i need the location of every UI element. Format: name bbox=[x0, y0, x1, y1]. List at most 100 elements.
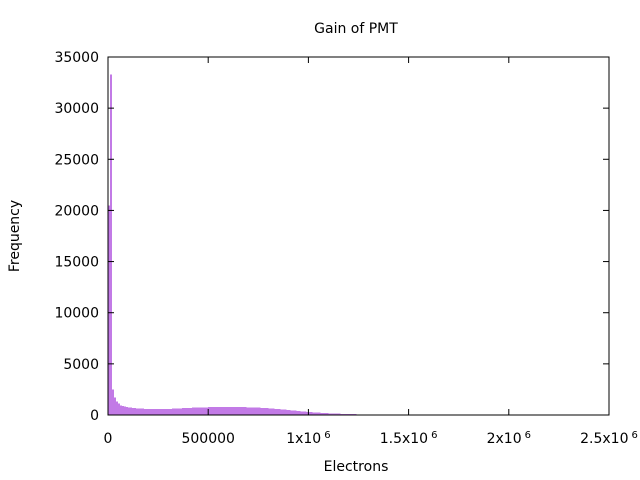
chart-title: Gain of PMT bbox=[314, 21, 398, 37]
y-axis: 0 5000 10000 15000 20000 25000 30000 35000 bbox=[54, 50, 609, 424]
y-tick-label: 10000 bbox=[54, 306, 99, 322]
histogram-bar bbox=[228, 407, 231, 415]
histogram-bar bbox=[342, 413, 345, 415]
histogram-bar bbox=[304, 411, 307, 415]
histogram-bar bbox=[158, 409, 161, 415]
histogram-bar bbox=[308, 411, 311, 415]
histogram-bar bbox=[294, 410, 297, 415]
histogram-bar bbox=[340, 413, 343, 415]
histogram-bar bbox=[172, 408, 175, 415]
y-tick-label: 5000 bbox=[63, 357, 99, 373]
histogram-bar bbox=[226, 407, 229, 415]
y-tick-label: 35000 bbox=[54, 50, 99, 66]
histogram-bar bbox=[154, 409, 157, 415]
histogram-bar bbox=[160, 409, 163, 415]
histogram-bar bbox=[116, 401, 119, 415]
histogram-bar bbox=[234, 407, 237, 415]
histogram-bar bbox=[266, 408, 269, 415]
histogram-bar bbox=[182, 408, 185, 415]
histogram-bar bbox=[332, 413, 335, 415]
histogram-bar bbox=[224, 407, 227, 415]
histogram-bar bbox=[208, 407, 211, 415]
histogram-bar bbox=[246, 407, 249, 415]
histogram-bar bbox=[344, 413, 347, 415]
histogram-bar bbox=[206, 407, 209, 415]
histogram-bar bbox=[216, 407, 219, 415]
histogram-bar bbox=[174, 408, 177, 415]
histogram-bar bbox=[286, 409, 289, 415]
histogram-bar bbox=[314, 412, 317, 415]
histogram-bar bbox=[122, 406, 125, 415]
histogram-bar bbox=[200, 407, 203, 415]
histogram-bar bbox=[176, 408, 179, 415]
histogram-bar bbox=[188, 407, 191, 415]
histogram-bar bbox=[150, 408, 153, 415]
histogram-bar bbox=[110, 74, 113, 415]
histogram-bars bbox=[108, 74, 451, 415]
histogram-bar bbox=[178, 408, 181, 415]
histogram-bar bbox=[170, 408, 173, 415]
histogram-bar bbox=[302, 411, 305, 415]
histogram-bar bbox=[242, 407, 245, 415]
histogram-bar bbox=[252, 407, 255, 415]
histogram-bar bbox=[198, 407, 201, 415]
histogram-bar bbox=[324, 413, 327, 415]
plot-frame bbox=[107, 56, 610, 416]
histogram-bar bbox=[296, 410, 299, 415]
histogram-bar bbox=[272, 408, 275, 415]
histogram-bar bbox=[312, 412, 315, 415]
histogram-bar bbox=[148, 408, 151, 415]
histogram-bar bbox=[270, 408, 273, 415]
histogram-bar bbox=[212, 407, 215, 415]
x-axis-label: Electrons bbox=[324, 459, 389, 475]
histogram-bar bbox=[166, 409, 169, 415]
histogram-bar bbox=[300, 411, 303, 415]
histogram-bar bbox=[278, 409, 281, 415]
histogram-bar bbox=[306, 411, 309, 415]
histogram-bar bbox=[162, 409, 165, 415]
histogram-bar bbox=[290, 410, 293, 415]
histogram-bar bbox=[120, 405, 123, 415]
histogram-bar bbox=[288, 410, 291, 415]
histogram-bar bbox=[248, 407, 251, 415]
histogram-bar bbox=[236, 407, 239, 415]
histogram-bar bbox=[144, 408, 147, 415]
histogram-bar bbox=[152, 409, 155, 415]
histogram-bar bbox=[232, 407, 235, 415]
x-tick-label: 2x10 6 bbox=[487, 430, 531, 447]
histogram-bar bbox=[184, 408, 187, 415]
histogram-bar bbox=[210, 407, 213, 415]
histogram-bar bbox=[284, 409, 287, 415]
histogram-bar bbox=[330, 413, 333, 415]
histogram-bar bbox=[264, 408, 267, 415]
histogram-bar bbox=[250, 407, 253, 415]
histogram-bar bbox=[254, 407, 257, 415]
histogram-bar bbox=[126, 407, 129, 415]
histogram-bar bbox=[220, 407, 223, 415]
histogram-bar bbox=[204, 407, 207, 415]
x-tick-label: 2.5x10 6 bbox=[580, 430, 638, 447]
histogram-bar bbox=[134, 408, 137, 415]
histogram-bar bbox=[316, 412, 319, 415]
histogram-bar bbox=[114, 397, 117, 415]
histogram-bar bbox=[322, 412, 325, 415]
histogram-bar bbox=[320, 412, 323, 415]
y-tick-label: 30000 bbox=[54, 101, 99, 117]
histogram-bar bbox=[260, 407, 263, 415]
histogram-bar bbox=[132, 407, 135, 415]
histogram-bar bbox=[280, 409, 283, 415]
histogram-bar bbox=[318, 412, 321, 415]
histogram-bar bbox=[282, 409, 285, 415]
histogram-bar bbox=[258, 407, 261, 415]
histogram-bar bbox=[218, 407, 221, 415]
histogram-bar bbox=[128, 407, 131, 415]
histogram-bar bbox=[190, 407, 193, 415]
histogram-bar bbox=[310, 412, 313, 415]
histogram-bar bbox=[238, 407, 241, 415]
x-tick-label: 1.5x10 6 bbox=[380, 430, 438, 447]
histogram-bar bbox=[274, 408, 277, 415]
histogram-bar bbox=[298, 411, 301, 415]
histogram-bar bbox=[130, 407, 133, 415]
histogram-bar bbox=[118, 403, 121, 415]
histogram-bar bbox=[326, 413, 329, 415]
